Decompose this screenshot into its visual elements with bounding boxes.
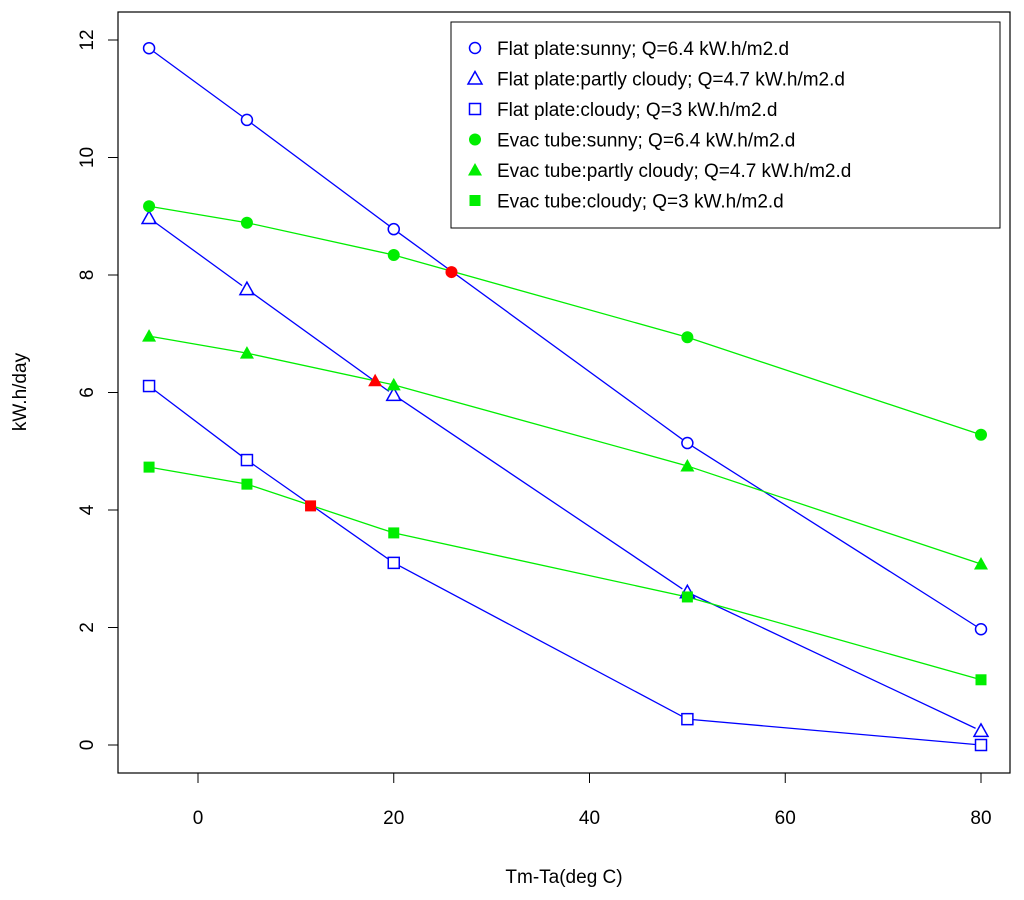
data-point (142, 41, 156, 55)
marker-background (681, 437, 694, 450)
marker-background (143, 42, 156, 55)
data-point (239, 346, 254, 359)
data-point (387, 222, 400, 236)
series-line-2 (148, 385, 982, 746)
legend-marker (466, 69, 484, 85)
data-point (972, 722, 990, 738)
data-point (974, 738, 988, 752)
legend-entry: Evac tube:sunny; Q=6.4 kW.h/m2.d (497, 131, 795, 152)
data-point (142, 379, 156, 393)
marker-background (681, 713, 694, 726)
data-point (240, 453, 254, 467)
series-line-5 (148, 466, 982, 681)
series-line-4 (148, 335, 982, 565)
y-tick-label: 8 (77, 270, 98, 281)
data-point (681, 331, 694, 344)
data-point (140, 209, 158, 225)
intersection-point (368, 373, 383, 387)
intersection-point (445, 266, 458, 279)
x-tick-label: 20 (383, 808, 404, 829)
data-point (143, 461, 155, 473)
legend-box (450, 21, 1001, 229)
data-point (681, 436, 694, 450)
y-tick-label: 12 (77, 29, 98, 50)
data-point (240, 113, 254, 127)
y-tick-label: 2 (77, 622, 98, 633)
data-point (386, 377, 401, 391)
data-point (681, 591, 693, 603)
legend-entry: Flat plate:sunny; Q=6.4 kW.h/m2.d (497, 39, 789, 60)
legend-entry: Flat plate:cloudy; Q=3 kW.h/m2.d (497, 100, 777, 121)
marker-background (240, 454, 253, 467)
x-tick-label: 60 (775, 808, 796, 829)
data-point (238, 280, 256, 296)
series-line-3 (148, 205, 982, 436)
x-tick-label: 40 (579, 808, 600, 829)
legend-marker (469, 133, 481, 146)
marker-background (387, 223, 400, 236)
legend-marker (468, 41, 482, 55)
y-tick-label: 0 (77, 740, 98, 751)
y-tick-label: 4 (77, 504, 98, 515)
data-point (142, 329, 157, 342)
data-point (387, 556, 400, 570)
marker-background (975, 623, 987, 636)
marker-background (975, 739, 987, 751)
legend-entry: Evac tube:cloudy; Q=3 kW.h/m2.d (497, 192, 784, 213)
data-point (975, 674, 987, 686)
x-axis-label: Tm-Ta(deg C) (505, 867, 622, 888)
x-tick-label: 80 (970, 808, 991, 829)
marker-background (387, 556, 400, 569)
marker-background (143, 380, 156, 393)
data-point (388, 527, 400, 539)
legend-entry: Evac tube:partly cloudy; Q=4.7 kW.h/m2.d (497, 161, 851, 182)
legend-marker (468, 163, 482, 176)
marker-background (240, 113, 253, 126)
legend-entry: Flat plate:partly cloudy; Q=4.7 kW.h/m2.… (497, 70, 845, 91)
intersection-point (305, 500, 317, 512)
data-point (385, 386, 403, 402)
y-axis-label: kW.h/day (10, 352, 31, 431)
data-point (143, 200, 156, 213)
legend: Flat plate:sunny; Q=6.4 kW.h/m2.d Flat pl… (450, 21, 1001, 229)
data-point (680, 458, 695, 472)
data-point (241, 478, 253, 490)
y-tick-label: 10 (77, 147, 98, 168)
data-point (975, 428, 987, 441)
legend-marker (468, 102, 482, 116)
x-tick-label: 0 (193, 808, 204, 829)
data-point (387, 249, 400, 262)
y-tick-label: 6 (77, 387, 98, 398)
data-point (681, 712, 694, 726)
data-point (974, 623, 988, 636)
legend-marker (469, 195, 481, 206)
data-point (974, 557, 988, 570)
data-point (240, 216, 253, 229)
